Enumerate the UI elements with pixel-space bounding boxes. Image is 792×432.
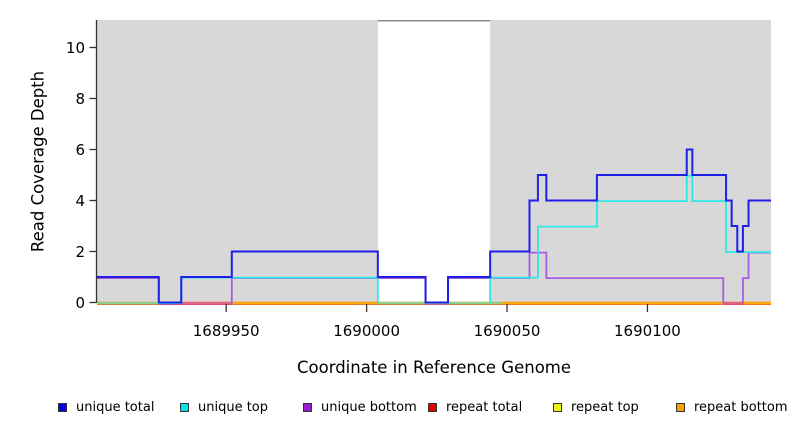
x-tick-label: 1690100 — [614, 322, 681, 340]
series-unique-bottom — [97, 251, 771, 305]
y-tick-label: 2 — [75, 243, 85, 261]
x-tick-label: 1689950 — [193, 322, 260, 340]
legend-swatch-icon — [58, 402, 67, 412]
legend-swatch-icon — [303, 402, 312, 412]
series-unique-total — [97, 148, 771, 304]
shaded-region — [97, 20, 378, 303]
legend-label: unique bottom — [321, 399, 417, 415]
y-axis-title: Read Coverage Depth — [28, 70, 48, 253]
legend-item-repeat-total: repeat total — [428, 396, 522, 418]
y-tick-label: 4 — [75, 192, 85, 210]
legend-label: repeat top — [571, 399, 639, 415]
y-tick-label: 0 — [75, 294, 85, 312]
legend-item-unique-top: unique top — [180, 396, 268, 418]
series-unique-top — [97, 174, 771, 304]
y-tick-label: 6 — [75, 141, 85, 159]
x-tick-label: 1690050 — [474, 322, 541, 340]
x-tick-label: 1690000 — [333, 322, 400, 340]
legend-swatch-icon — [676, 402, 685, 412]
legend-swatch-icon — [428, 402, 437, 412]
legend-label: repeat total — [446, 399, 523, 415]
legend-item-unique-total: unique total — [58, 396, 154, 418]
legend-swatch-icon — [553, 402, 562, 412]
legend: unique total unique top unique bottom repea… — [0, 396, 792, 420]
y-tick-label: 10 — [66, 39, 85, 57]
legend-label: unique top — [198, 399, 269, 415]
legend-item-repeat-top: repeat top — [553, 396, 639, 418]
legend-swatch-icon — [180, 402, 189, 412]
x-axis-title: Coordinate in Reference Genome — [296, 358, 572, 377]
shaded-region — [490, 20, 771, 303]
y-tick-label: 8 — [75, 90, 85, 108]
legend-label: repeat bottom — [694, 399, 788, 415]
legend-label: unique total — [76, 399, 155, 415]
legend-item-repeat-bottom: repeat bottom — [676, 396, 788, 418]
legend-item-unique-bottom: unique bottom — [303, 396, 417, 418]
